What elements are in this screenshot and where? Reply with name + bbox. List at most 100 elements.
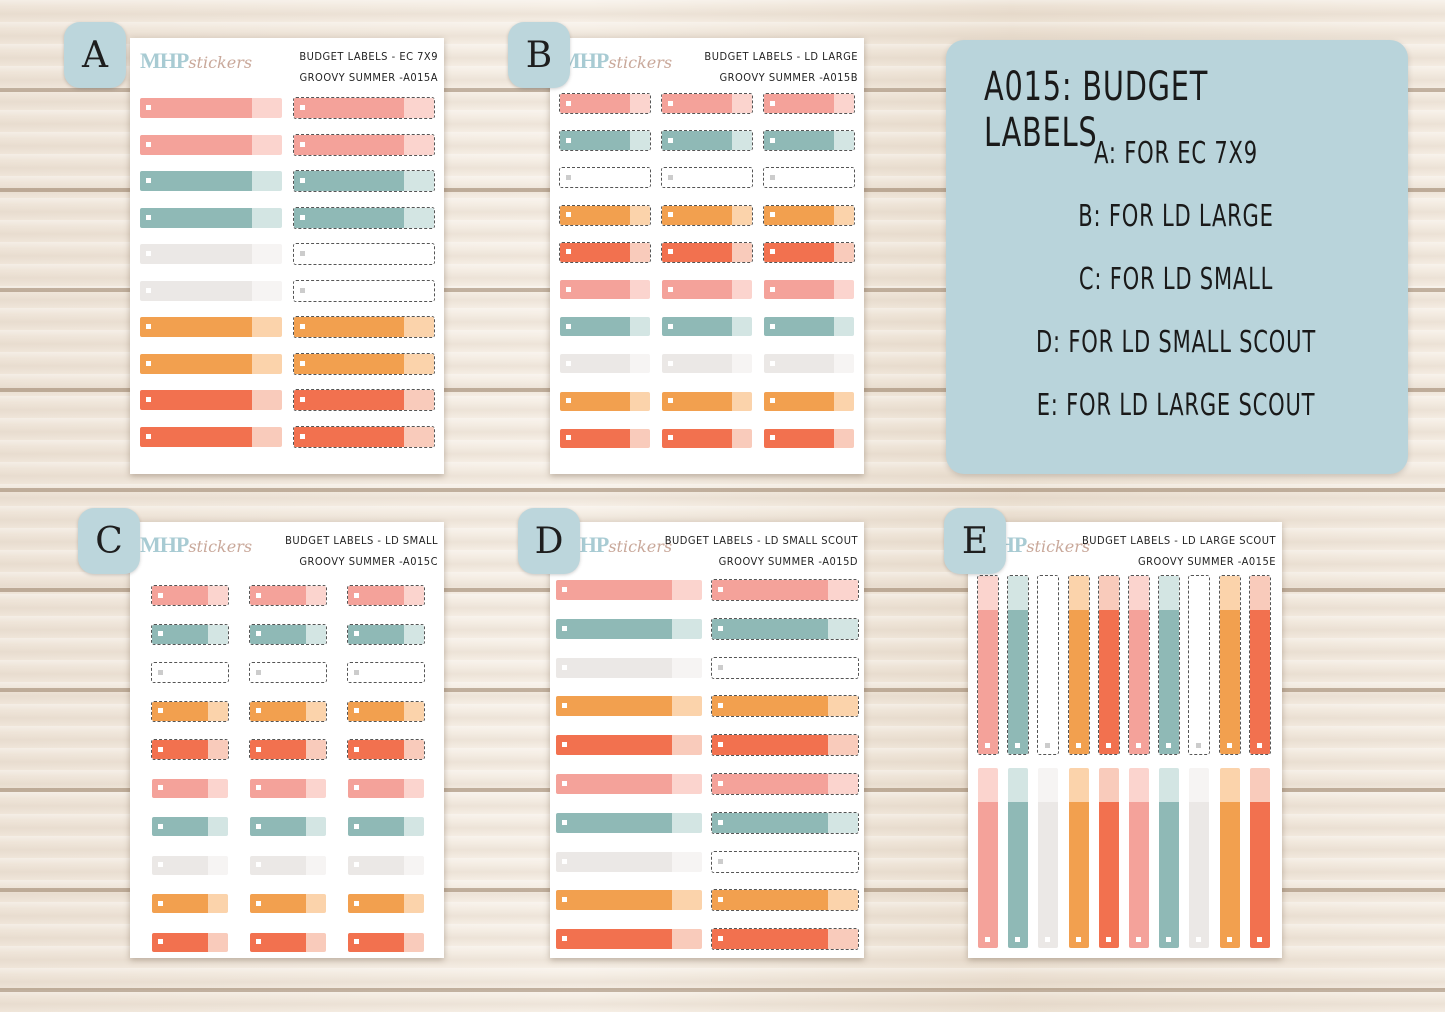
label-body	[1098, 802, 1119, 948]
checkbox-square	[718, 897, 723, 903]
checkbox-square	[562, 742, 567, 748]
budget-label-sticker	[1067, 575, 1090, 755]
label-body	[348, 894, 404, 913]
label-body	[560, 354, 630, 374]
checkbox-square	[985, 743, 990, 748]
checkbox-square	[1045, 743, 1051, 748]
budget-label-sticker	[763, 167, 855, 189]
label-body	[1008, 610, 1029, 754]
checkbox-square	[668, 435, 673, 441]
budget-label-sticker	[293, 243, 435, 265]
budget-label-sticker	[556, 812, 702, 833]
label-tab	[208, 817, 228, 836]
label-tab	[306, 586, 326, 605]
label-tab	[306, 855, 326, 875]
budget-label-sticker	[347, 623, 425, 645]
checkbox-square	[354, 708, 359, 713]
budget-label-sticker	[1248, 575, 1271, 755]
checkbox-square	[566, 360, 571, 366]
checkbox-square	[300, 141, 305, 147]
budget-label-sticker	[661, 204, 753, 226]
checkbox-square	[146, 105, 151, 110]
checkbox-square	[354, 939, 359, 944]
checkbox-square	[562, 703, 567, 709]
label-tab	[404, 244, 434, 264]
label-body	[764, 205, 834, 225]
label-body	[1098, 610, 1119, 754]
checkbox-square	[300, 178, 305, 183]
sheet-b: MHPstickers BUDGET LABELS - LD LARGE GRO…	[550, 38, 864, 474]
checkbox-square	[566, 286, 571, 292]
sheet-e: MHPstickers BUDGET LABELS - LD LARGE SCO…	[968, 522, 1282, 958]
label-body	[152, 663, 208, 682]
info-panel: A015: BUDGET LABELS A: FOR EC 7X9 B: FOR…	[946, 40, 1408, 474]
budget-label-sticker	[1008, 768, 1029, 948]
checkbox-square	[718, 587, 723, 592]
checkbox-square	[158, 939, 163, 944]
label-tab	[404, 932, 424, 952]
label-tab	[630, 391, 650, 411]
label-body	[250, 778, 306, 798]
budget-label-sticker	[763, 241, 855, 263]
checkbox-square	[1136, 743, 1141, 748]
label-body	[140, 171, 252, 191]
label-body	[662, 131, 732, 151]
budget-label-sticker	[763, 93, 855, 114]
budget-label-sticker	[151, 662, 229, 683]
checkbox-square	[1136, 937, 1141, 942]
label-tab	[834, 428, 854, 448]
label-tab	[828, 735, 858, 756]
budget-label-sticker	[556, 890, 702, 911]
checkbox-square	[1256, 937, 1262, 942]
checkbox-square	[562, 625, 567, 631]
checkbox-square	[668, 286, 673, 292]
label-body	[1249, 610, 1270, 754]
label-tab	[208, 586, 228, 605]
budget-label-sticker	[559, 204, 651, 226]
brand-logo: MHPstickers	[140, 532, 253, 557]
budget-label-sticker	[348, 894, 424, 913]
label-body	[662, 94, 732, 113]
label-body	[140, 353, 252, 374]
label-tab	[732, 391, 752, 411]
checkbox-square	[1075, 743, 1081, 748]
checkbox-square	[1015, 937, 1021, 942]
budget-label-sticker	[560, 391, 650, 411]
checkbox-square	[1166, 937, 1172, 942]
checkbox-square	[1015, 743, 1021, 748]
checkbox-square	[158, 746, 163, 752]
budget-label-sticker	[347, 739, 425, 760]
label-body	[140, 390, 252, 410]
label-tab	[306, 663, 326, 682]
sheet-badge-e: E	[944, 508, 1006, 574]
label-tab	[306, 778, 326, 798]
label-tab	[306, 932, 326, 952]
budget-label-sticker	[151, 739, 229, 760]
label-body	[250, 701, 306, 721]
label-body	[712, 735, 828, 756]
budget-label-sticker	[293, 425, 435, 448]
label-tab	[834, 354, 854, 374]
label-tab	[208, 624, 228, 644]
checkbox-square	[146, 141, 151, 147]
label-body	[556, 774, 672, 794]
budget-label-sticker	[140, 98, 282, 118]
label-tab	[1219, 768, 1240, 802]
label-body	[764, 391, 834, 411]
budget-label-sticker	[151, 623, 229, 645]
label-body	[662, 391, 732, 411]
label-tab	[404, 624, 424, 644]
budget-label-sticker	[662, 391, 752, 411]
label-body	[1219, 802, 1240, 948]
budget-label-sticker	[250, 932, 326, 952]
label-body	[294, 98, 404, 118]
label-tab	[208, 701, 228, 721]
checkbox-square	[300, 360, 305, 366]
info-title: A015: BUDGET LABELS	[984, 64, 1209, 156]
budget-label-sticker	[293, 170, 435, 192]
label-body	[348, 932, 404, 952]
budget-label-sticker	[140, 171, 282, 191]
budget-label-sticker	[249, 739, 327, 760]
label-body	[250, 855, 306, 875]
budget-label-sticker	[560, 354, 650, 374]
